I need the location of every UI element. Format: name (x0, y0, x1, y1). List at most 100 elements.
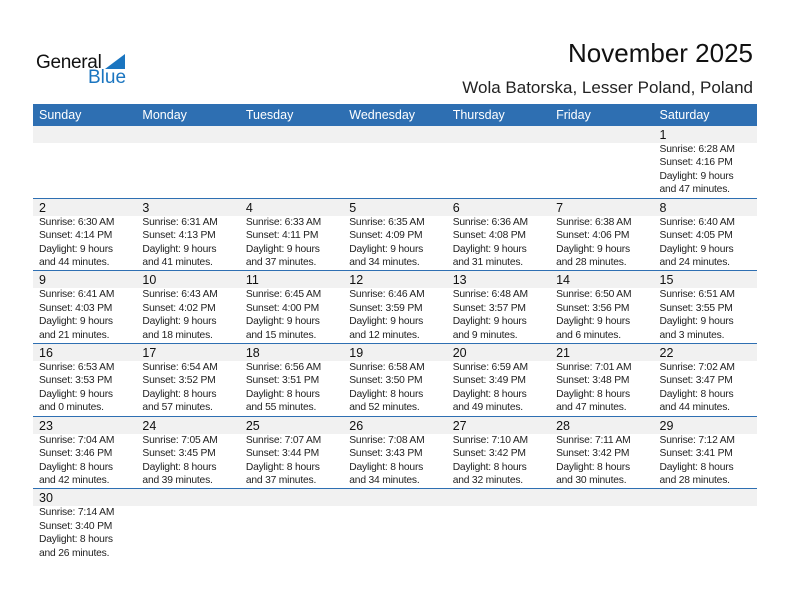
day-cell: 5 Sunrise: 6:35 AM Sunset: 4:09 PM Daylight… (343, 199, 446, 271)
logo: General Blue (36, 52, 136, 92)
weekday-tuesday: Tuesday (245, 108, 294, 122)
sunrise-text: Sunrise: 6:35 AM (349, 216, 425, 228)
sunrise-text: Sunrise: 6:54 AM (142, 362, 218, 374)
day-cell: 1 Sunrise: 6:28 AM Sunset: 4:16 PM Daylight… (654, 126, 757, 198)
sunset-text: Sunset: 3:52 PM (142, 375, 216, 387)
daylight-text: Daylight: 9 hours (39, 388, 113, 400)
weekday-saturday: Saturday (659, 108, 710, 122)
empty-cell (550, 126, 653, 198)
sunset-text: Sunset: 3:49 PM (452, 375, 526, 387)
empty-cell (136, 126, 239, 198)
daylight-text: Daylight: 9 hours (39, 243, 113, 255)
empty-cell (240, 126, 343, 198)
daylight-text: Daylight: 8 hours (39, 534, 113, 546)
day-cell: 20 Sunrise: 6:59 AM Sunset: 3:49 PM Dayligh… (447, 344, 550, 416)
day-cell: 18 Sunrise: 6:56 AM Sunset: 3:51 PM Dayligh… (240, 344, 343, 416)
sunset-text: Sunset: 3:47 PM (659, 375, 733, 387)
sunrise-text: Sunrise: 6:38 AM (556, 216, 632, 228)
day-cell: 24 Sunrise: 7:05 AM Sunset: 3:45 PM Dayligh… (136, 417, 239, 489)
sunset-text: Sunset: 4:06 PM (556, 230, 630, 242)
sunrise-text: Sunrise: 7:04 AM (39, 434, 115, 446)
empty-cell (136, 489, 239, 562)
sunset-text: Sunset: 4:16 PM (659, 157, 733, 169)
daylight-minutes-text: and 44 minutes. (39, 256, 110, 268)
sunset-text: Sunset: 3:46 PM (39, 448, 113, 460)
sunset-text: Sunset: 3:44 PM (245, 448, 319, 460)
sunrise-text: Sunrise: 7:14 AM (39, 507, 115, 519)
day-cell: 12 Sunrise: 6:46 AM Sunset: 3:59 PM Dayligh… (343, 271, 446, 343)
day-cell: 4 Sunrise: 6:33 AM Sunset: 4:11 PM Daylight… (240, 199, 343, 271)
sunset-text: Sunset: 3:42 PM (556, 448, 630, 460)
daylight-text: Daylight: 8 hours (556, 461, 630, 473)
empty-cell (654, 489, 757, 562)
day-number: 2 (39, 200, 46, 215)
sunrise-text: Sunrise: 6:58 AM (349, 362, 425, 374)
day-number: 17 (142, 346, 157, 361)
daylight-minutes-text: and 57 minutes. (142, 402, 213, 414)
daylight-minutes-text: and 44 minutes. (659, 402, 730, 414)
empty-cell (343, 126, 446, 198)
sunrise-text: Sunrise: 6:41 AM (39, 289, 115, 301)
sunrise-text: Sunrise: 7:12 AM (659, 434, 735, 446)
empty-cell (550, 489, 653, 562)
daylight-minutes-text: and 26 minutes. (39, 547, 110, 559)
day-number: 19 (349, 346, 364, 361)
day-number: 7 (556, 200, 564, 215)
day-number: 10 (142, 273, 157, 288)
day-cell: 15 Sunrise: 6:51 AM Sunset: 3:55 PM Dayligh… (654, 271, 757, 343)
sunrise-text: Sunrise: 6:50 AM (556, 289, 632, 301)
day-number: 14 (556, 273, 571, 288)
day-number: 22 (659, 346, 674, 361)
sunset-text: Sunset: 3:45 PM (142, 448, 216, 460)
daylight-minutes-text: and 52 minutes. (349, 402, 420, 414)
day-cell: 17 Sunrise: 6:54 AM Sunset: 3:52 PM Dayligh… (136, 344, 239, 416)
week-row: 9 Sunrise: 6:41 AM Sunset: 4:03 PM Daylight… (33, 271, 757, 345)
daylight-minutes-text: and 49 minutes. (452, 402, 523, 414)
day-cell: 23 Sunrise: 7:04 AM Sunset: 3:46 PM Dayligh… (33, 417, 136, 489)
daylight-minutes-text: and 37 minutes. (245, 256, 317, 268)
daylight-minutes-text: and 24 minutes. (659, 256, 730, 268)
day-number: 21 (556, 346, 571, 361)
sunrise-text: Sunrise: 7:10 AM (452, 434, 528, 446)
day-number: 6 (452, 200, 460, 215)
sunset-text: Sunset: 3:41 PM (659, 448, 733, 460)
daylight-minutes-text: and 47 minutes. (556, 402, 627, 414)
daylight-text: Daylight: 9 hours (142, 316, 217, 328)
day-number: 12 (349, 273, 364, 288)
sunrise-text: Sunrise: 6:51 AM (659, 289, 735, 301)
sunrise-text: Sunrise: 6:43 AM (142, 289, 218, 301)
sunset-text: Sunset: 3:50 PM (349, 375, 423, 387)
sunrise-text: Sunrise: 7:07 AM (245, 434, 322, 446)
day-number: 28 (556, 418, 571, 433)
sunrise-text: Sunrise: 7:08 AM (349, 434, 425, 446)
day-number: 16 (39, 346, 53, 361)
sunrise-text: Sunrise: 7:05 AM (142, 434, 218, 446)
day-cell: 7 Sunrise: 6:38 AM Sunset: 4:06 PM Daylight… (550, 199, 653, 271)
empty-cell (447, 126, 550, 198)
daylight-text: Daylight: 9 hours (245, 316, 320, 328)
daylight-text: Daylight: 8 hours (142, 388, 217, 400)
daylight-minutes-text: and 6 minutes. (556, 329, 621, 341)
day-cell: 21 Sunrise: 7:01 AM Sunset: 3:48 PM Dayligh… (550, 344, 653, 416)
weekday-sunday: Sunday (39, 108, 82, 122)
daylight-text: Daylight: 8 hours (659, 388, 734, 400)
daylight-text: Daylight: 9 hours (556, 316, 630, 328)
daylight-minutes-text: and 28 minutes. (659, 474, 730, 486)
empty-cell (33, 126, 136, 198)
daylight-minutes-text: and 3 minutes. (659, 329, 725, 341)
sunset-text: Sunset: 4:14 PM (39, 230, 113, 242)
logo-text-general: General (36, 52, 102, 73)
daylight-text: Daylight: 8 hours (452, 388, 527, 400)
day-cell: 30 Sunrise: 7:14 AM Sunset: 3:40 PM Dayligh… (33, 489, 136, 562)
weekday-friday: Friday (556, 108, 591, 122)
daylight-minutes-text: and 12 minutes. (349, 329, 420, 341)
sunrise-text: Sunrise: 6:40 AM (659, 216, 735, 228)
sunset-text: Sunset: 3:56 PM (556, 302, 630, 314)
day-number: 29 (659, 418, 674, 433)
sunrise-text: Sunrise: 6:53 AM (39, 362, 115, 374)
daylight-text: Daylight: 9 hours (556, 243, 630, 255)
weekday-wednesday: Wednesday (349, 108, 416, 122)
daylight-text: Daylight: 9 hours (452, 243, 527, 255)
empty-cell (240, 489, 343, 562)
daylight-text: Daylight: 8 hours (142, 461, 217, 473)
